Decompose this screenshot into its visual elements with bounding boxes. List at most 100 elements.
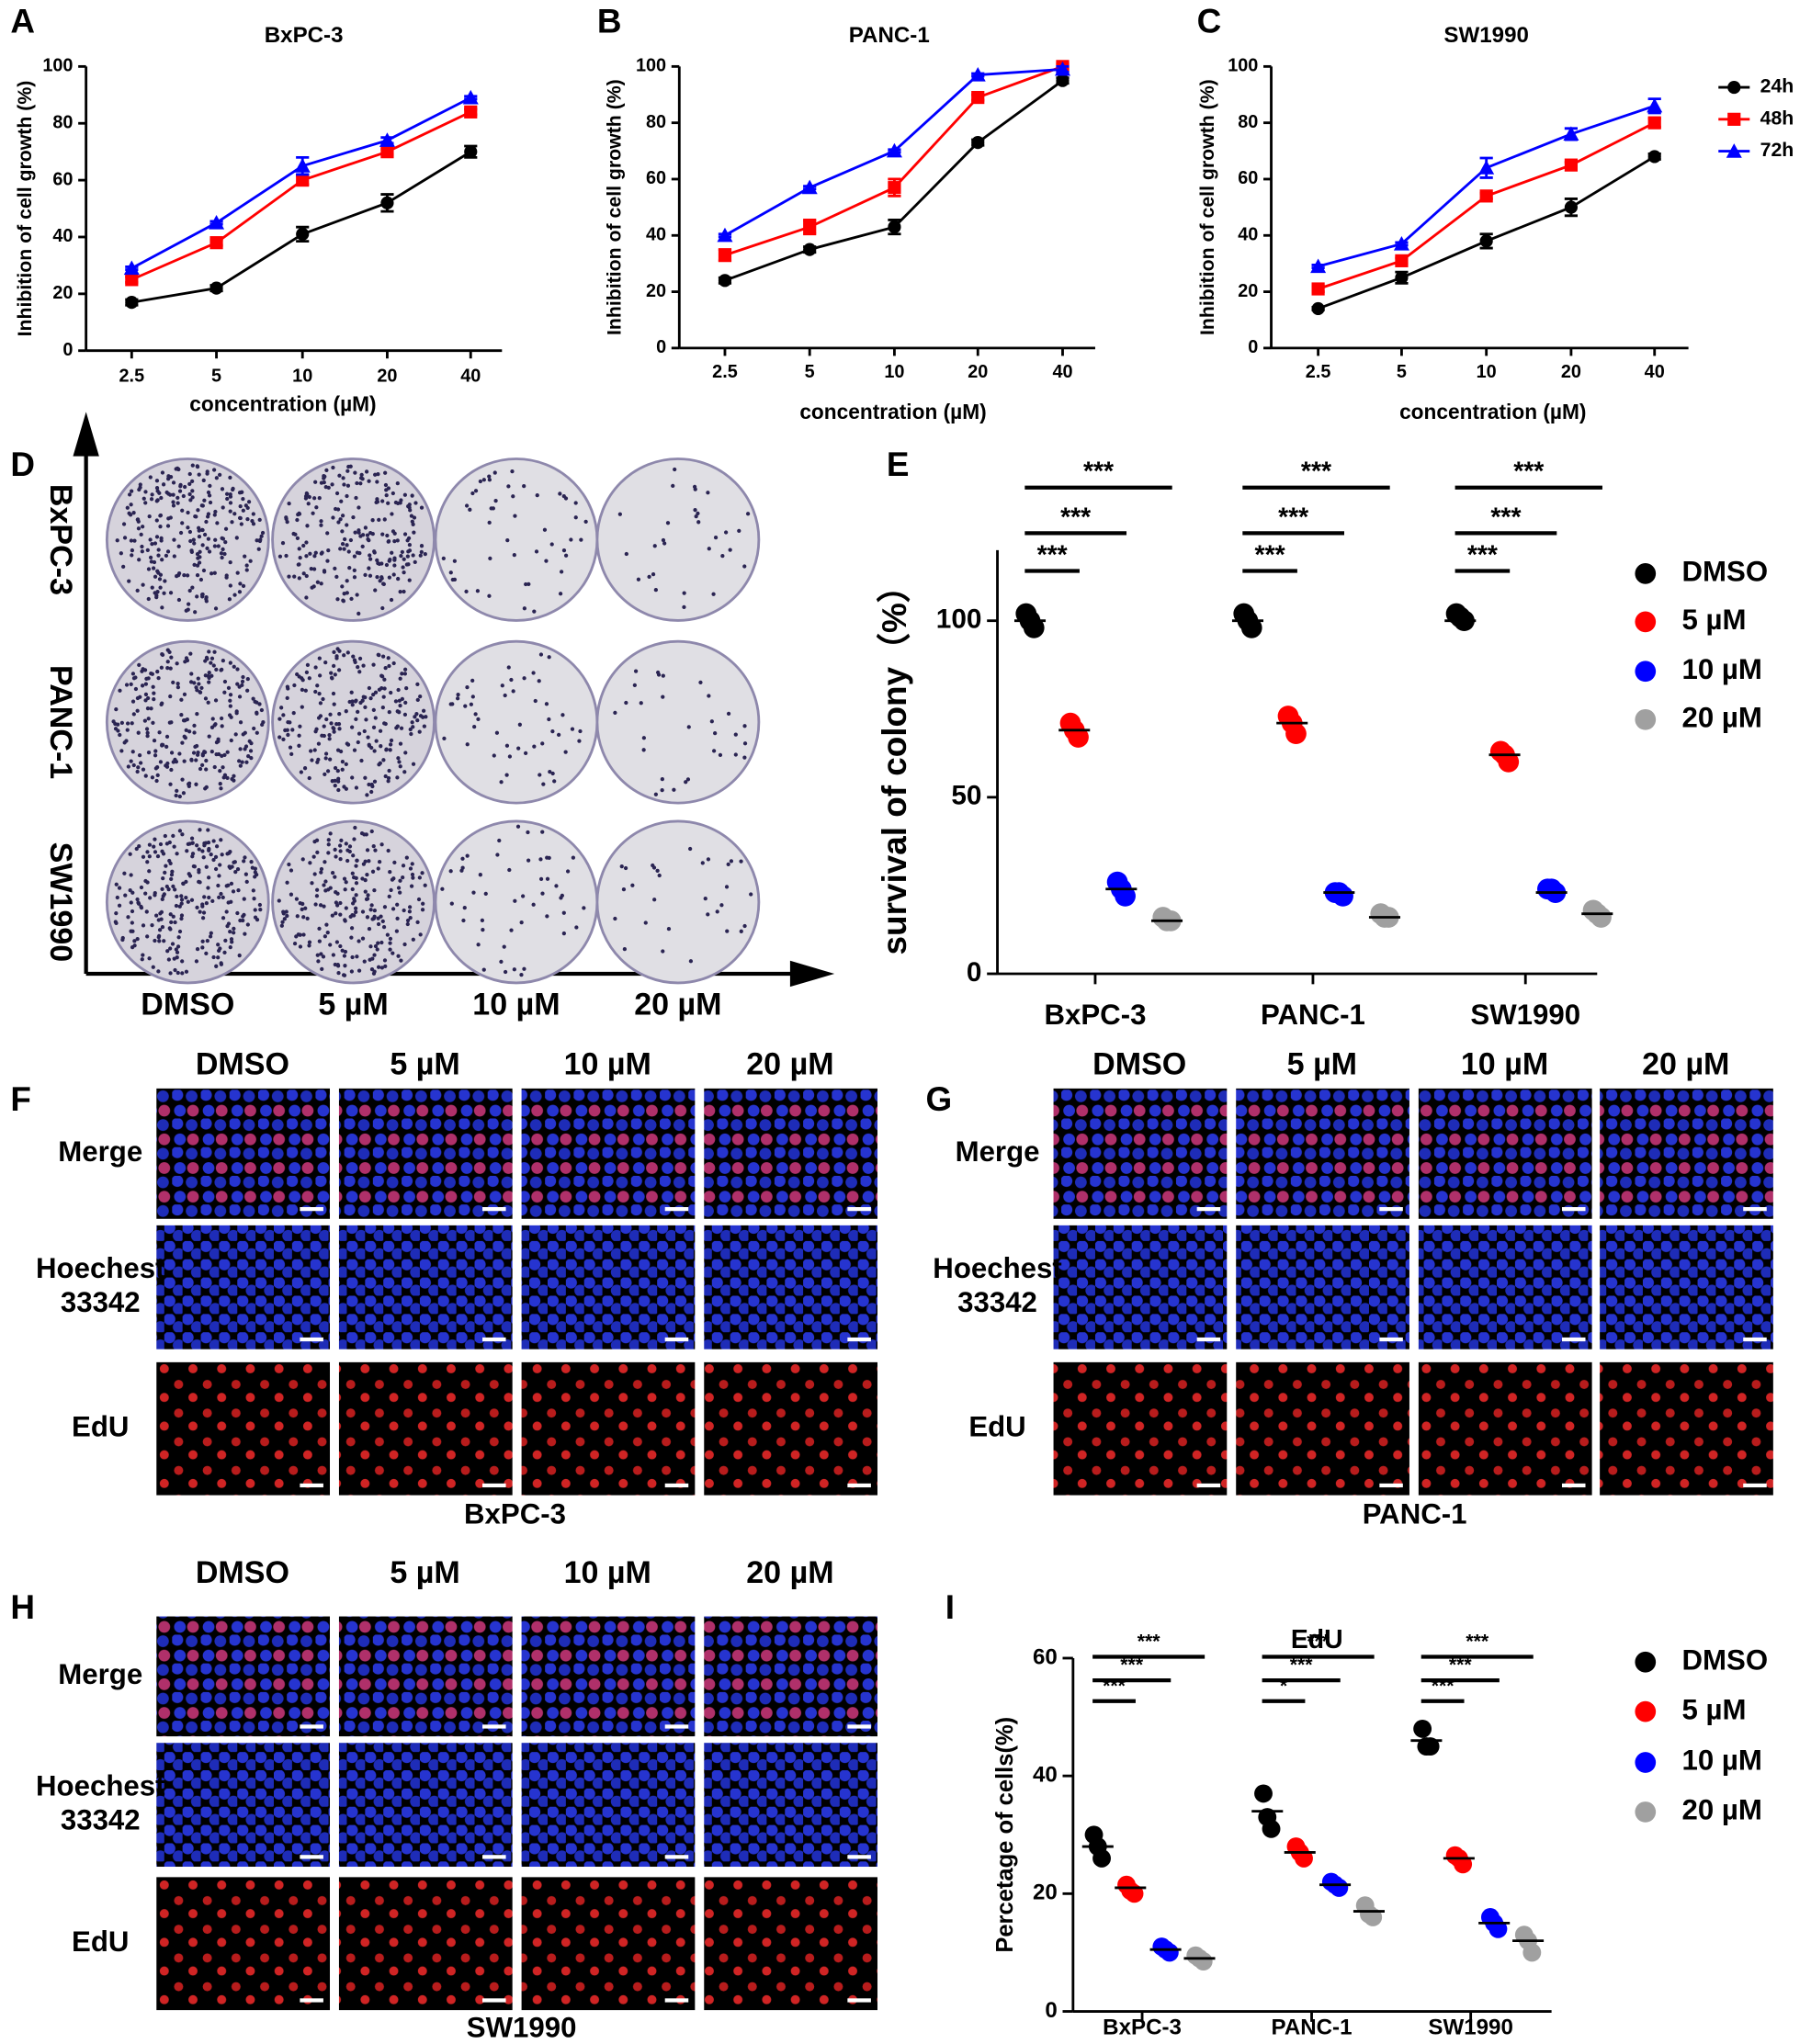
colony xyxy=(386,501,390,505)
colony xyxy=(323,888,328,893)
colony xyxy=(229,937,234,942)
colony xyxy=(156,935,161,940)
colony xyxy=(533,698,538,704)
colony xyxy=(289,868,294,873)
legend-marker xyxy=(1635,708,1657,730)
colony xyxy=(547,717,551,722)
colony xyxy=(338,943,343,949)
colony xyxy=(291,710,296,716)
colony xyxy=(375,947,379,952)
colony xyxy=(279,706,284,710)
colony xyxy=(211,839,216,843)
colony xyxy=(405,921,410,927)
colony xyxy=(155,590,160,594)
colony xyxy=(216,955,221,960)
colony xyxy=(175,970,180,976)
y-axis-label: Inhibition of cell growth (%) xyxy=(1196,79,1218,335)
colony xyxy=(507,754,513,759)
colony xyxy=(211,663,216,668)
colony xyxy=(160,886,164,892)
colony xyxy=(184,895,188,900)
colony xyxy=(711,749,717,753)
colony xyxy=(524,582,528,587)
colony xyxy=(327,733,332,738)
marker xyxy=(718,274,732,288)
colony xyxy=(237,491,243,495)
colony xyxy=(173,920,177,925)
colony xyxy=(205,656,209,661)
colony xyxy=(468,507,472,512)
colony xyxy=(324,717,329,722)
colony xyxy=(304,573,309,579)
colony xyxy=(578,728,583,734)
colony xyxy=(540,830,545,834)
colony xyxy=(143,490,148,494)
colony xyxy=(522,606,527,611)
colony xyxy=(531,671,536,675)
replicate-dot xyxy=(1498,751,1520,773)
colony xyxy=(201,910,207,915)
colony xyxy=(122,536,128,540)
colony xyxy=(461,918,466,923)
colony xyxy=(252,897,256,901)
colony xyxy=(121,522,127,526)
colony xyxy=(573,501,578,505)
colony xyxy=(350,775,355,780)
colony xyxy=(228,693,233,697)
colony xyxy=(206,828,210,832)
colony xyxy=(402,908,406,913)
colony xyxy=(334,656,339,661)
colony xyxy=(316,959,321,964)
colony xyxy=(541,782,546,786)
colony xyxy=(313,665,318,670)
colony xyxy=(241,497,245,502)
colony xyxy=(350,954,355,960)
colony xyxy=(168,694,173,699)
colony xyxy=(213,866,219,872)
colony xyxy=(505,537,510,543)
colony xyxy=(257,902,263,908)
colony xyxy=(195,712,199,717)
y-tick-label: 0 xyxy=(1045,1998,1057,2023)
colony xyxy=(279,923,284,928)
x-tick-label: BxPC-3 xyxy=(1103,2015,1182,2039)
colony xyxy=(448,869,453,874)
colony xyxy=(617,512,622,516)
colony xyxy=(135,588,140,593)
legend-label: 5 µM xyxy=(1682,604,1747,636)
colony xyxy=(337,711,342,717)
colony xyxy=(169,920,174,924)
colony xyxy=(216,883,221,888)
colony xyxy=(342,653,346,658)
colony xyxy=(370,956,375,961)
colony xyxy=(724,885,730,889)
colony xyxy=(719,903,724,908)
colony xyxy=(345,858,350,864)
colony xyxy=(706,857,711,862)
colony xyxy=(713,536,719,540)
colony xyxy=(398,590,402,594)
colony xyxy=(204,900,209,906)
y-axis-label: Inhibition of cell growth (%) xyxy=(14,81,36,337)
colony xyxy=(559,896,563,900)
colony xyxy=(476,717,481,721)
colony xyxy=(197,682,201,686)
colony xyxy=(385,932,390,937)
colony xyxy=(232,593,237,597)
colony xyxy=(251,696,255,701)
colony xyxy=(147,854,152,859)
colony xyxy=(373,690,379,695)
legend-label: 20 µM xyxy=(1682,702,1762,734)
colony xyxy=(470,678,475,683)
colony xyxy=(219,551,224,556)
colony xyxy=(187,729,192,734)
colony xyxy=(322,724,326,728)
colony xyxy=(331,465,335,470)
colony xyxy=(473,489,479,493)
replicate-dot xyxy=(1115,886,1136,907)
colony xyxy=(335,769,340,774)
colony xyxy=(216,943,221,947)
colony xyxy=(360,876,365,881)
colony xyxy=(651,572,656,577)
significance-label: *** xyxy=(1083,457,1115,487)
